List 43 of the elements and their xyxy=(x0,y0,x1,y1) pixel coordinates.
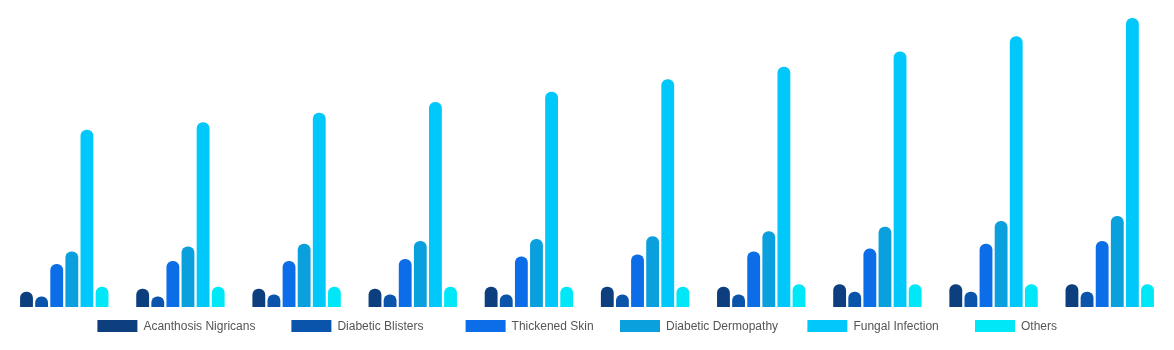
bar xyxy=(863,248,877,307)
bar xyxy=(1009,36,1023,307)
bar xyxy=(893,51,907,307)
bar xyxy=(979,243,993,307)
bar xyxy=(762,231,776,307)
bar xyxy=(994,220,1008,307)
bar xyxy=(65,251,79,307)
bar xyxy=(398,259,412,307)
legend-label: Acanthosis Nigricans xyxy=(143,319,256,333)
bar xyxy=(1110,215,1124,307)
bar xyxy=(429,102,442,307)
legend-label: Diabetic Dermopathy xyxy=(666,319,779,333)
bar xyxy=(949,284,963,307)
bar xyxy=(530,239,543,307)
bar xyxy=(413,241,427,307)
bar xyxy=(792,284,806,307)
bar xyxy=(312,112,326,307)
bar xyxy=(196,122,210,307)
bar xyxy=(1065,284,1079,307)
bar xyxy=(1141,284,1154,307)
legend-label: Fungal Infection xyxy=(853,319,939,333)
bar xyxy=(1024,284,1038,307)
bar xyxy=(50,263,64,307)
legend-label: Thickened Skin xyxy=(511,319,594,333)
bar xyxy=(747,251,761,307)
bar xyxy=(166,261,180,307)
legend-label: Diabetic Blisters xyxy=(337,319,424,333)
legend-label: Others xyxy=(1021,319,1058,333)
bar xyxy=(1095,241,1109,307)
bar xyxy=(181,246,195,307)
bar xyxy=(833,284,847,307)
bar xyxy=(646,236,660,307)
bar xyxy=(80,129,94,307)
bar xyxy=(282,261,296,307)
bar xyxy=(908,284,922,307)
bar xyxy=(514,256,528,307)
bar xyxy=(631,254,644,307)
bar xyxy=(1125,18,1139,307)
bar xyxy=(661,79,675,307)
bar xyxy=(878,226,892,307)
bar xyxy=(545,91,559,307)
bar xyxy=(297,243,311,307)
bar xyxy=(777,66,791,307)
